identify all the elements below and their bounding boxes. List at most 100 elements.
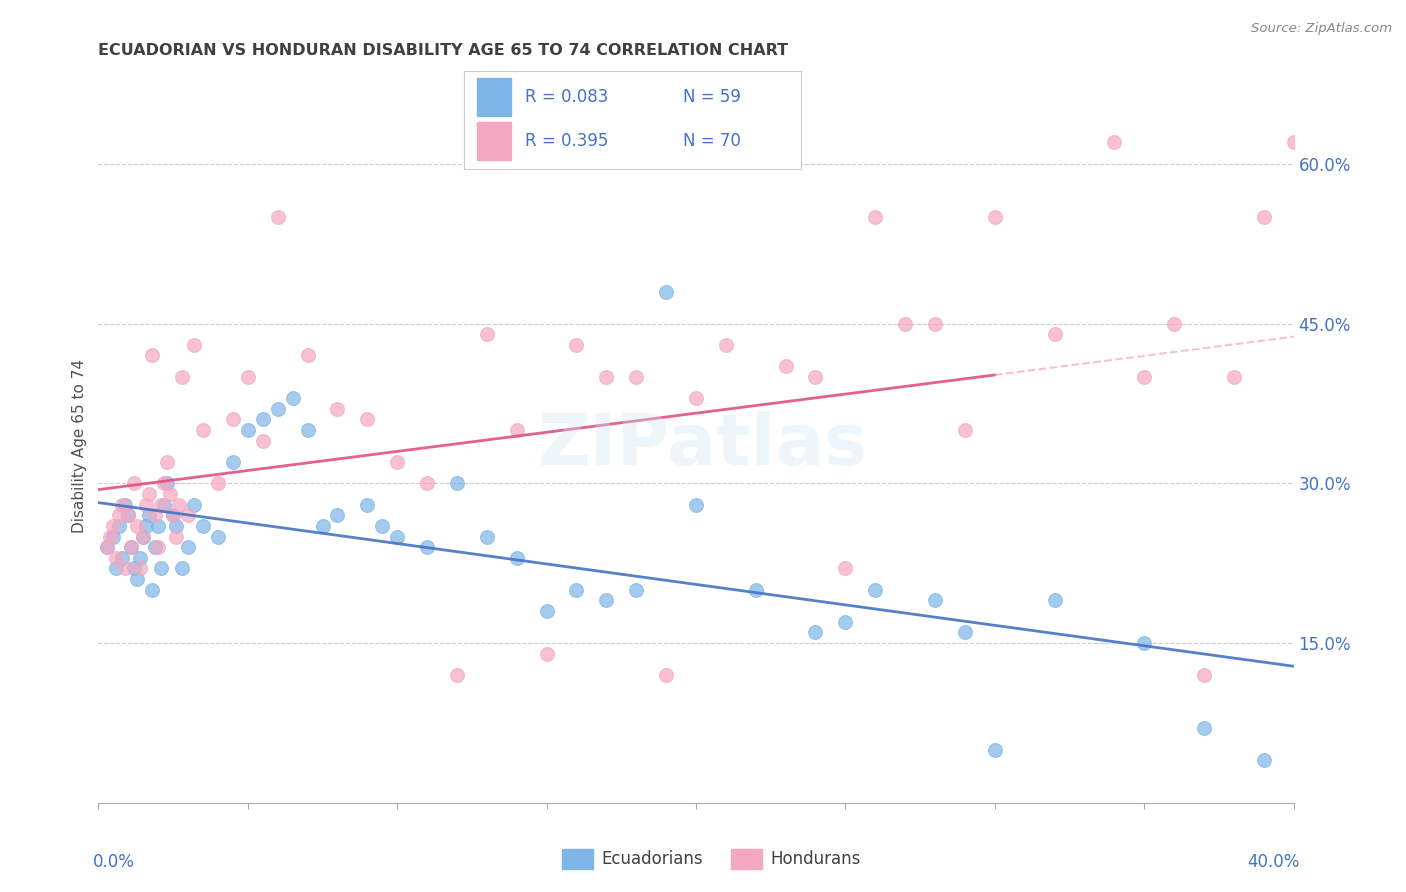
- Point: [804, 369, 827, 384]
- Point: [138, 508, 160, 523]
- Point: [506, 550, 529, 565]
- Point: [150, 498, 173, 512]
- Point: [924, 593, 946, 607]
- Point: [153, 498, 176, 512]
- Point: [124, 476, 146, 491]
- Point: [1043, 327, 1066, 342]
- Point: [385, 529, 409, 543]
- Point: [565, 338, 588, 352]
- Point: [894, 317, 917, 331]
- Point: [252, 412, 274, 426]
- Point: [177, 540, 200, 554]
- Point: [446, 668, 468, 682]
- Point: [475, 529, 498, 543]
- Point: [565, 582, 588, 597]
- Point: [111, 550, 134, 565]
- Point: [446, 476, 468, 491]
- Point: [834, 615, 856, 629]
- Point: [983, 742, 1005, 756]
- Point: [117, 508, 139, 523]
- Point: [96, 540, 118, 554]
- Point: [1343, 668, 1365, 682]
- Point: [222, 412, 245, 426]
- Point: [1312, 369, 1334, 384]
- Text: R = 0.083: R = 0.083: [524, 88, 607, 106]
- Point: [98, 529, 122, 543]
- Text: Ecuadorians: Ecuadorians: [602, 850, 703, 868]
- Point: [172, 369, 194, 384]
- Point: [150, 561, 173, 575]
- Point: [120, 540, 142, 554]
- Point: [1253, 753, 1275, 767]
- Point: [127, 572, 149, 586]
- Text: Source: ZipAtlas.com: Source: ZipAtlas.com: [1251, 22, 1392, 36]
- Point: [129, 550, 152, 565]
- Point: [297, 423, 319, 437]
- Point: [103, 519, 125, 533]
- Point: [1222, 369, 1246, 384]
- Point: [416, 540, 439, 554]
- Point: [863, 210, 886, 224]
- Point: [685, 391, 707, 405]
- Point: [655, 285, 678, 299]
- Point: [120, 540, 142, 554]
- Y-axis label: Disability Age 65 to 74: Disability Age 65 to 74: [72, 359, 87, 533]
- Point: [162, 508, 184, 523]
- Point: [804, 625, 827, 640]
- Point: [624, 369, 647, 384]
- Point: [983, 210, 1005, 224]
- Point: [132, 529, 155, 543]
- Point: [103, 529, 125, 543]
- Point: [745, 136, 768, 150]
- Point: [326, 508, 349, 523]
- Point: [96, 540, 118, 554]
- Point: [143, 540, 166, 554]
- Point: [111, 498, 134, 512]
- Point: [1372, 327, 1395, 342]
- Point: [536, 647, 558, 661]
- Point: [138, 487, 160, 501]
- Text: N = 70: N = 70: [683, 132, 741, 150]
- Point: [135, 498, 157, 512]
- Point: [108, 508, 131, 523]
- Point: [506, 423, 529, 437]
- Point: [595, 593, 617, 607]
- Point: [183, 338, 205, 352]
- Text: 40.0%: 40.0%: [1247, 853, 1299, 871]
- Point: [162, 508, 184, 523]
- Point: [385, 455, 409, 469]
- Point: [148, 540, 170, 554]
- Point: [117, 508, 139, 523]
- Point: [475, 327, 498, 342]
- Point: [834, 561, 856, 575]
- Point: [863, 582, 886, 597]
- Point: [236, 369, 259, 384]
- Point: [105, 561, 128, 575]
- Point: [714, 338, 737, 352]
- Point: [595, 369, 617, 384]
- Text: Hondurans: Hondurans: [770, 850, 860, 868]
- Point: [141, 582, 163, 597]
- Point: [129, 561, 152, 575]
- Point: [745, 582, 768, 597]
- Text: N = 59: N = 59: [683, 88, 741, 106]
- Point: [191, 519, 214, 533]
- Text: ECUADORIAN VS HONDURAN DISABILITY AGE 65 TO 74 CORRELATION CHART: ECUADORIAN VS HONDURAN DISABILITY AGE 65…: [98, 43, 789, 58]
- Point: [114, 561, 136, 575]
- Point: [165, 529, 187, 543]
- Point: [114, 498, 136, 512]
- Point: [953, 625, 976, 640]
- Point: [685, 498, 707, 512]
- Point: [105, 550, 128, 565]
- Point: [775, 359, 797, 373]
- Point: [252, 434, 274, 448]
- Bar: [478, 122, 512, 160]
- Point: [953, 423, 976, 437]
- Point: [624, 582, 647, 597]
- Point: [177, 508, 200, 523]
- Point: [1133, 369, 1156, 384]
- Point: [172, 561, 194, 575]
- Point: [127, 519, 149, 533]
- Point: [371, 519, 394, 533]
- Point: [183, 498, 205, 512]
